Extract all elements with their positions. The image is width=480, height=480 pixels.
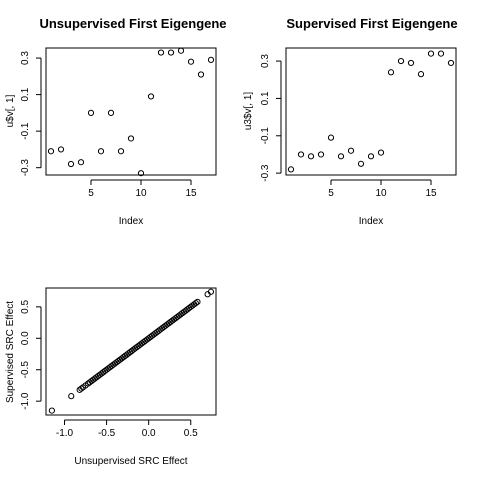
data-point [207, 288, 215, 295]
data-point [117, 148, 125, 155]
x-tick-label: 10 [375, 188, 387, 199]
data-point [437, 50, 445, 57]
plot-box [45, 47, 217, 176]
data-point [387, 69, 395, 76]
y-tick-label: -0.3 [260, 164, 271, 182]
data-point [427, 50, 435, 57]
y-tick-label: -0.1 [20, 122, 31, 140]
data-point [197, 71, 205, 78]
data-point [97, 148, 105, 155]
data-point [357, 160, 365, 167]
y-axis-label: Supervised SRC Effect [5, 301, 16, 403]
data-point [137, 170, 145, 177]
data-point [397, 57, 405, 65]
data-point [87, 109, 95, 116]
data-point [307, 153, 315, 160]
y-tick-label: 0.5 [20, 299, 31, 313]
data-point [68, 393, 75, 400]
y-tick-label: 0.3 [260, 54, 271, 68]
data-point [187, 58, 195, 65]
y-tick-label: 0.3 [20, 51, 31, 65]
data-point [167, 49, 175, 56]
panel-unsupervised-eigengene: Unsupervised First Eigengene 5 10 15 -0.3-… [5, 16, 227, 227]
y-axis-label: u$v[, 1] [5, 94, 16, 127]
x-tick-label: -0.5 [98, 428, 116, 439]
x-axis-label: Unsupervised SRC Effect [74, 456, 187, 467]
data-point [78, 385, 85, 392]
data-point [447, 59, 455, 67]
y-tick-label: 0.0 [20, 331, 31, 345]
x-tick-label: 0.5 [184, 428, 198, 439]
y-tick-label: 0.1 [20, 87, 31, 101]
data-point [77, 159, 85, 166]
x-tick-label: 10 [135, 188, 147, 199]
data-points [48, 288, 215, 414]
x-tick-label: 0.0 [142, 428, 156, 439]
data-point [327, 134, 335, 141]
x-tick-label: -1.0 [56, 428, 74, 439]
data-point [48, 407, 55, 414]
data-point [377, 149, 385, 156]
data-point [177, 47, 185, 54]
data-point [147, 93, 155, 100]
data-points [47, 47, 215, 177]
x-axis-label: Index [359, 216, 383, 227]
data-point [417, 71, 425, 78]
data-point [317, 151, 325, 158]
x-axis: 5 10 15 [328, 179, 437, 199]
x-tick-label: 15 [425, 188, 437, 199]
data-point [107, 109, 115, 116]
chart-title: Supervised First Eigengene [286, 16, 457, 31]
data-point [407, 59, 415, 67]
y-tick-label: -0.1 [260, 127, 271, 145]
y-tick-label: -0.5 [20, 361, 31, 379]
data-point [67, 160, 75, 168]
plot-box [285, 47, 457, 176]
data-point [337, 153, 345, 160]
x-tick-label: 5 [88, 188, 94, 199]
x-tick-label: 15 [185, 188, 197, 199]
x-axis: -1.0 -0.5 0.0 0.5 [56, 419, 198, 439]
panel-src-effect: -1.0 -0.5 0.0 0.5 -1.0 -0.5 0.0 0.5 Unsupervis… [5, 287, 217, 467]
y-axis-label: u3$v[, 1] [243, 92, 254, 131]
plot-box [45, 287, 217, 416]
data-point [157, 49, 165, 56]
data-point [207, 56, 215, 63]
data-point [57, 146, 65, 153]
panel-supervised-eigengene: Supervised First Eigengene 5 10 15 -0.3-0.… [243, 16, 458, 227]
data-point [367, 153, 375, 160]
data-point [287, 166, 295, 173]
data-points [287, 50, 455, 173]
y-tick-label: 0.1 [260, 91, 271, 105]
data-point [347, 147, 355, 154]
x-tick-label: 5 [328, 188, 334, 199]
x-axis: 5 10 15 [88, 179, 197, 199]
y-axis: -0.3 -0.1 0.1 0.3 [20, 51, 42, 177]
data-point [297, 151, 305, 158]
x-axis-label: Index [119, 216, 143, 227]
data-point [127, 135, 135, 142]
data-point [192, 299, 199, 307]
data-point [47, 148, 55, 155]
data-point [194, 298, 201, 305]
y-axis: -1.0 -0.5 0.0 0.5 [20, 299, 42, 410]
y-axis: -0.3 -0.1 0.1 0.3 [260, 54, 282, 182]
y-tick-label: -1.0 [20, 392, 31, 410]
y-tick-label: -0.3 [20, 159, 31, 177]
chart-title: Unsupervised First Eigengene [39, 16, 226, 31]
